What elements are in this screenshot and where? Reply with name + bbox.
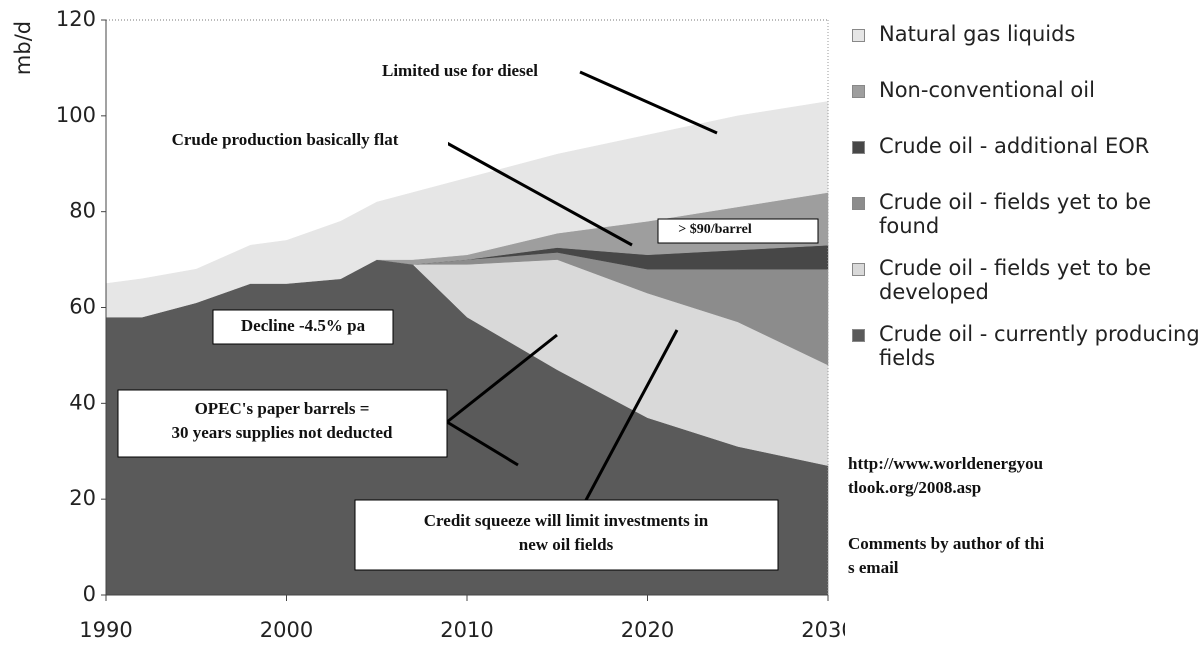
legend-label: Crude oil - fields yet to be developed [879,256,1152,304]
legend-item: Non-conventional oil [852,78,1202,104]
annotation: OPEC's paper barrels = [195,399,370,418]
y-tick-label: 120 [56,7,96,31]
annotation-box [117,389,448,458]
legend-swatch [852,263,865,276]
y-axis-label: mb/d [11,21,35,75]
legend: Natural gas liquids Non-conventional oil C… [852,22,1202,388]
pointer-lines [444,70,718,516]
legend-label: Natural gas liquids [879,22,1076,46]
y-tick-label: 80 [69,199,96,223]
annotation: > $90/barrel [678,222,752,237]
x-tick-label: 2030 [801,618,845,642]
legend-label: Crude oil - additional EOR [879,134,1150,158]
legend-item: Crude oil - fields yet to be found [852,190,1202,238]
chart: mb/d Limited use for diesel Crude product… [11,7,845,642]
annotation: Limited use for diesel [382,61,538,80]
annotation-box [354,499,779,571]
y-tick-label: 20 [69,486,96,510]
annotation: Decline -4.5% pa [241,316,366,335]
annotation: new oil fields [519,535,614,554]
legend-item: Natural gas liquids [852,22,1202,48]
legend-item: Crude oil - additional EOR [852,134,1202,160]
annotation-box [212,309,394,345]
comment-note: Comments by author of this email [848,534,1045,577]
legend-swatch [852,197,865,210]
y-tick-label: 100 [56,103,96,127]
pointer [446,333,558,424]
legend-swatch [852,141,865,154]
legend-label: Non-conventional oil [879,78,1095,102]
annotation-box [120,128,448,156]
y-tick-label: 0 [83,582,96,606]
x-tick-label: 2020 [621,618,674,642]
pointer [579,70,718,135]
annotation: Crude production basically flat [172,130,399,149]
area [105,101,829,318]
y-tick-label: 60 [69,295,96,319]
legend-swatch [852,85,865,98]
legend-swatch [852,29,865,42]
x-tick-label: 2010 [440,618,493,642]
annotation-box [657,218,819,244]
pointer [576,329,679,516]
legend-swatch [852,329,865,342]
annotation: Credit squeeze will limit investments in [424,511,709,530]
x-tick-label: 2000 [260,618,313,642]
pointer [446,420,519,467]
annotation: 30 years supplies not deducted [171,423,393,442]
annotation-box [350,60,572,86]
legend-label: Crude oil - fields yet to be found [879,190,1152,238]
legend-item: Crude oil - currently producing fields [852,322,1202,370]
legend-item: Crude oil - fields yet to be developed [852,256,1202,304]
y-tick-label: 40 [69,390,96,414]
pointer [444,140,633,247]
x-tick-label: 1990 [79,618,132,642]
source-note: http://www.worldenergyoutlook.org/2008.a… [848,454,1044,497]
legend-label: Crude oil - currently producing fields [879,322,1200,370]
